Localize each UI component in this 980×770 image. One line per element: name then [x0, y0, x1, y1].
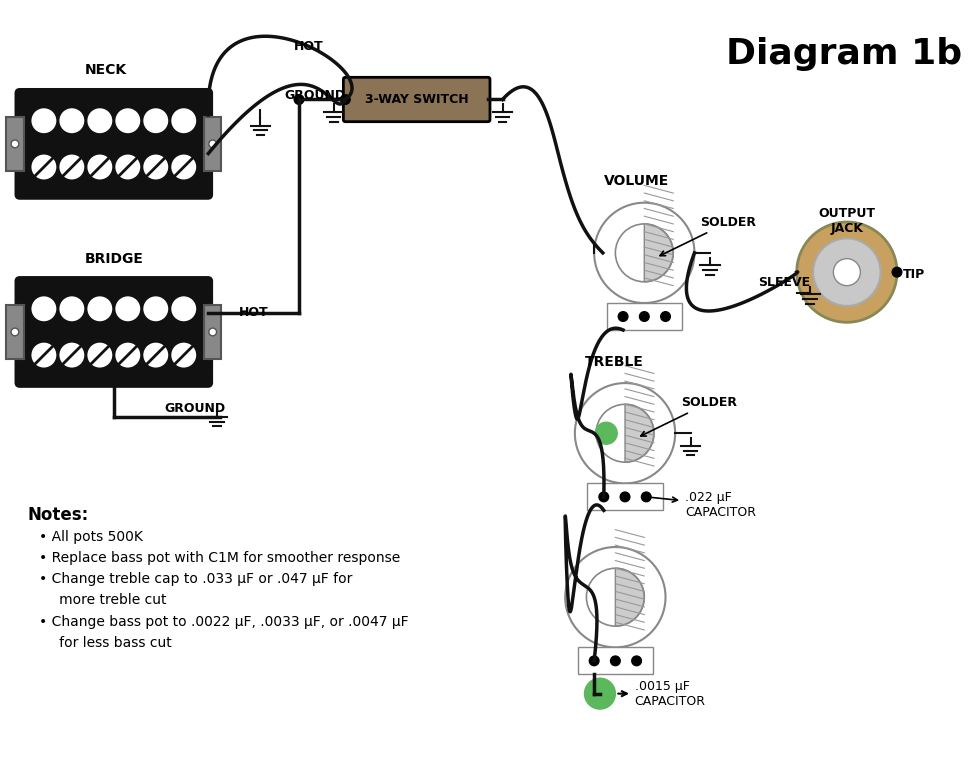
Circle shape: [11, 328, 19, 336]
Text: GROUND: GROUND: [284, 89, 346, 102]
Text: SLEEVE: SLEEVE: [759, 276, 810, 289]
Circle shape: [620, 492, 630, 502]
Circle shape: [171, 153, 197, 180]
Text: SOLDER: SOLDER: [661, 216, 757, 256]
Circle shape: [59, 296, 85, 323]
Circle shape: [642, 492, 651, 502]
Circle shape: [171, 296, 197, 323]
Text: HOT: HOT: [294, 40, 323, 53]
Circle shape: [142, 342, 170, 369]
Circle shape: [86, 296, 114, 323]
Circle shape: [797, 222, 897, 323]
Text: VOLUME: VOLUME: [604, 174, 669, 189]
Text: BRIDGE: BRIDGE: [85, 252, 144, 266]
Circle shape: [30, 342, 58, 369]
Text: .0015 μF
CAPACITOR: .0015 μF CAPACITOR: [618, 680, 706, 708]
Circle shape: [661, 312, 670, 321]
FancyBboxPatch shape: [16, 89, 212, 199]
Circle shape: [142, 153, 170, 180]
Circle shape: [599, 492, 609, 502]
Circle shape: [340, 95, 350, 104]
Text: Notes:: Notes:: [27, 506, 88, 524]
Circle shape: [30, 296, 58, 323]
Text: • Change treble cap to .033 μF or .047 μF for: • Change treble cap to .033 μF or .047 μ…: [38, 572, 352, 586]
Bar: [587, 484, 662, 511]
Text: • Replace bass pot with C1M for smoother response: • Replace bass pot with C1M for smoother…: [38, 551, 400, 565]
Circle shape: [86, 153, 114, 180]
Text: for less bass cut: for less bass cut: [46, 636, 172, 650]
Polygon shape: [625, 404, 654, 462]
Circle shape: [594, 203, 695, 303]
Polygon shape: [644, 224, 673, 282]
Circle shape: [833, 259, 860, 286]
Circle shape: [30, 153, 58, 180]
Text: GROUND: GROUND: [164, 402, 225, 415]
Circle shape: [142, 296, 170, 323]
Circle shape: [584, 678, 615, 709]
Bar: [6, 117, 24, 171]
Circle shape: [171, 107, 197, 134]
Circle shape: [611, 656, 620, 666]
Circle shape: [115, 342, 141, 369]
Circle shape: [30, 107, 58, 134]
Circle shape: [115, 153, 141, 180]
Text: more treble cut: more treble cut: [46, 594, 167, 608]
Text: Diagram 1b: Diagram 1b: [726, 37, 962, 71]
Polygon shape: [615, 568, 644, 626]
Bar: [204, 305, 221, 359]
Bar: [607, 303, 682, 330]
Text: NECK: NECK: [85, 63, 127, 78]
FancyBboxPatch shape: [343, 77, 490, 122]
Circle shape: [813, 239, 881, 306]
Circle shape: [565, 547, 665, 648]
Text: .022 μF
CAPACITOR: .022 μF CAPACITOR: [649, 490, 756, 519]
Circle shape: [209, 328, 217, 336]
Circle shape: [86, 107, 114, 134]
Bar: [204, 117, 221, 171]
Circle shape: [640, 312, 649, 321]
Text: HOT: HOT: [239, 306, 269, 319]
Circle shape: [618, 312, 628, 321]
Circle shape: [115, 296, 141, 323]
Circle shape: [59, 342, 85, 369]
Text: SOLDER: SOLDER: [641, 397, 737, 436]
Circle shape: [115, 107, 141, 134]
Bar: [578, 648, 653, 675]
Circle shape: [209, 140, 217, 148]
Circle shape: [59, 153, 85, 180]
Circle shape: [294, 95, 304, 104]
Text: • Change bass pot to .0022 μF, .0033 μF, or .0047 μF: • Change bass pot to .0022 μF, .0033 μF,…: [38, 614, 409, 628]
FancyBboxPatch shape: [16, 277, 212, 387]
Text: • All pots 500K: • All pots 500K: [38, 530, 142, 544]
Text: TIP: TIP: [903, 268, 925, 281]
Bar: [6, 305, 24, 359]
Circle shape: [11, 140, 19, 148]
Circle shape: [589, 656, 599, 666]
Circle shape: [595, 422, 617, 444]
Text: TREBLE: TREBLE: [584, 355, 644, 369]
Circle shape: [171, 342, 197, 369]
Circle shape: [86, 342, 114, 369]
Circle shape: [59, 107, 85, 134]
Circle shape: [142, 107, 170, 134]
Circle shape: [575, 383, 675, 484]
Circle shape: [892, 267, 902, 277]
Text: 3-WAY SWITCH: 3-WAY SWITCH: [365, 93, 468, 106]
Text: OUTPUT
JACK: OUTPUT JACK: [818, 206, 875, 235]
Circle shape: [632, 656, 642, 666]
